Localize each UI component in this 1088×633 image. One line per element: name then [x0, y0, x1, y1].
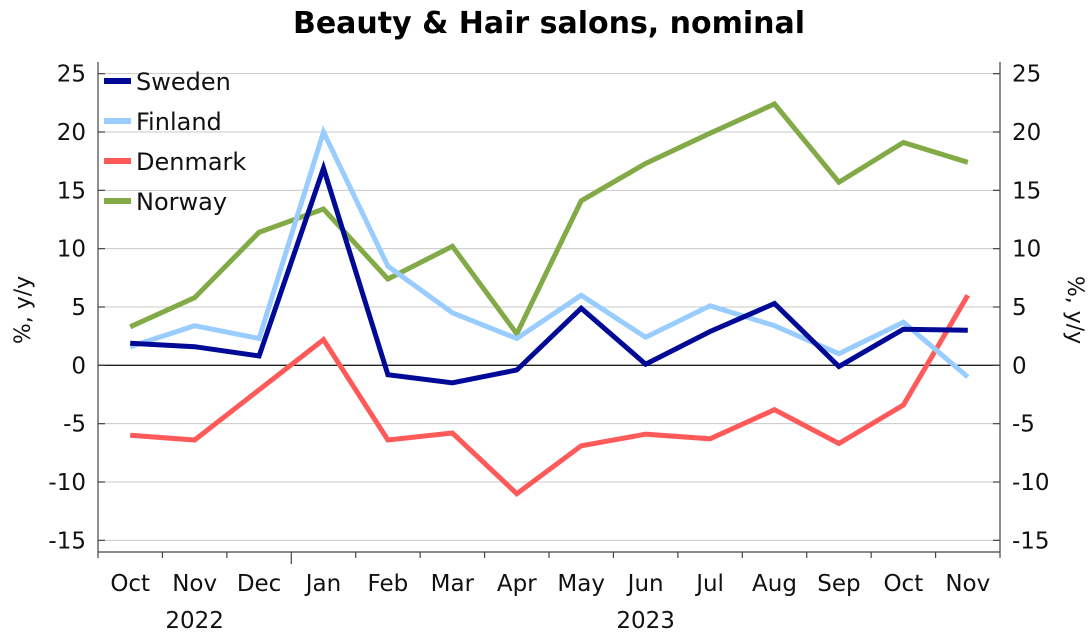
left-tick-label: -5 — [63, 412, 86, 438]
x-tick-label: Jun — [626, 571, 664, 597]
legend-label-denmark: Denmark — [136, 148, 246, 176]
left-tick-label: 15 — [57, 178, 86, 204]
x-tick-label: Oct — [883, 571, 923, 597]
x-tick-label: Mar — [431, 571, 475, 597]
x-tick-label: Aug — [752, 571, 797, 597]
x-tick-label: Feb — [368, 571, 409, 597]
chart-title: Beauty & Hair salons, nominal — [293, 6, 805, 41]
x-tick-label: Jul — [694, 571, 724, 597]
year-label: 2023 — [616, 608, 675, 633]
legend: Sweden Finland Denmark Norway — [104, 68, 246, 216]
x-axis: Oct Nov Dec Jan Feb Mar Apr May Jun Jul Aug Sep Oct N… — [97, 552, 1001, 633]
left-tick-label: 25 — [57, 62, 86, 88]
left-tick-label: -10 — [48, 470, 86, 496]
right-tick-label: 20 — [1012, 120, 1041, 146]
series-line-denmark — [130, 294, 970, 497]
year-label: 2022 — [165, 608, 224, 633]
series-line-sweden — [130, 160, 968, 386]
x-tick-label: Nov — [945, 571, 990, 597]
right-tick-label: 0 — [1012, 353, 1027, 379]
gridlines — [98, 73, 1000, 541]
left-tick-label: 10 — [57, 237, 86, 263]
left-y-axis: -15 -10 -5 0 5 10 15 20 25 — [48, 62, 105, 554]
right-tick-label: -15 — [1012, 528, 1050, 554]
series-line-finland — [129, 125, 970, 379]
left-tick-label: -15 — [48, 528, 86, 554]
left-y-axis-label: %, y/y — [11, 276, 36, 344]
right-tick-label: 15 — [1012, 178, 1041, 204]
x-tick-label: Dec — [237, 571, 282, 597]
left-tick-label: 5 — [71, 295, 86, 321]
legend-label-norway: Norway — [136, 188, 227, 216]
series-lines — [129, 100, 970, 497]
right-tick-label: 25 — [1012, 62, 1041, 88]
right-tick-label: -10 — [1012, 470, 1050, 496]
x-tick-label: May — [557, 571, 605, 597]
x-tick-label: Nov — [172, 571, 217, 597]
right-tick-label: 10 — [1012, 237, 1041, 263]
left-tick-label: 20 — [57, 120, 86, 146]
legend-label-finland: Finland — [136, 108, 222, 136]
right-y-axis: -15 -10 -5 0 5 10 15 20 25 — [993, 62, 1050, 554]
right-tick-label: 5 — [1012, 295, 1027, 321]
x-tick-label: Sep — [817, 571, 860, 597]
legend-label-sweden: Sweden — [136, 68, 231, 96]
right-tick-label: -5 — [1012, 412, 1035, 438]
x-tick-label: Jan — [304, 571, 341, 597]
left-tick-label: 0 — [71, 353, 86, 379]
x-tick-label: Apr — [497, 571, 537, 597]
right-y-axis-label: %, y/y — [1062, 276, 1087, 344]
series-line-norway — [129, 100, 969, 339]
x-tick-label: Oct — [110, 571, 150, 597]
